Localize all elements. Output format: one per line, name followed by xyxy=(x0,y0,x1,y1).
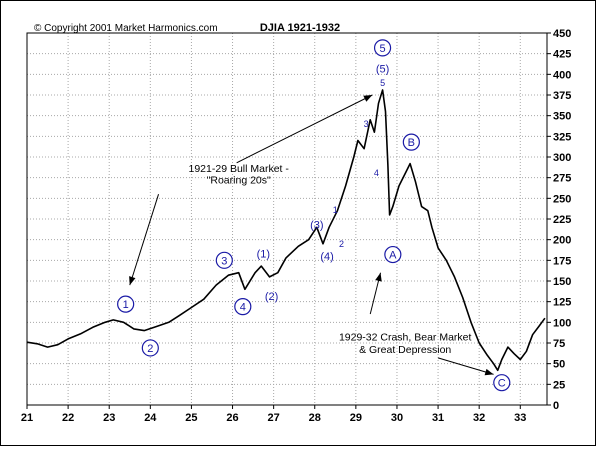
annotation-text: "Roaring 20s" xyxy=(207,174,271,186)
y-tick-label: 400 xyxy=(553,69,571,81)
wave-label: (1) xyxy=(257,249,270,261)
y-tick-label: 350 xyxy=(553,111,571,123)
x-axis-ticks: 21 22 23 24 25 26 27 28 29 30 31 32 33 xyxy=(21,405,526,424)
copyright-text: © Copyright 2001 Market Harmonics.com xyxy=(34,23,218,34)
wave-label: 1 xyxy=(123,299,129,311)
y-axis-ticks: 0 25 50 75 100 125 150 175 200 225 250 275 300 325 350… xyxy=(547,28,571,412)
annotation-arrows xyxy=(129,94,494,376)
chart-title: DJIA 1921-1932 xyxy=(260,22,340,34)
annotation-text: 1921-29 Bull Market - xyxy=(189,163,290,175)
annotation-arrow-head xyxy=(363,95,373,102)
wave-label: 3 xyxy=(364,119,369,129)
annotation-text: & Great Depression xyxy=(359,344,451,356)
wave-label: 5 xyxy=(380,43,386,55)
x-tick-label: 33 xyxy=(514,412,526,424)
annotation-arrow-line xyxy=(236,94,373,164)
x-tick-label: 31 xyxy=(432,412,444,424)
wave-label-circle xyxy=(384,245,402,264)
y-tick-label: 225 xyxy=(553,214,571,226)
wave-labels: 1 2 3 4 5 A B C (1) (2) (3) (4) (5) 1 2 3 4 5 xyxy=(117,39,511,392)
x-tick-label: 27 xyxy=(268,412,280,424)
annotation-arrow-head xyxy=(129,276,136,286)
annotation-arrow-line xyxy=(437,357,494,375)
y-tick-label: 375 xyxy=(553,90,571,102)
annotation-arrow-line xyxy=(129,194,160,286)
y-tick-label: 75 xyxy=(553,338,565,350)
x-tick-label: 25 xyxy=(185,412,197,424)
x-tick-label: 28 xyxy=(309,412,321,424)
annotations: 1921-29 Bull Market -"Roaring 20s" 1929-3… xyxy=(189,163,472,356)
wave-label: (3) xyxy=(310,220,323,232)
y-tick-label: 125 xyxy=(553,297,571,309)
wave-label-circle xyxy=(493,374,511,392)
wave-label-circle xyxy=(141,339,159,357)
x-tick-label: 23 xyxy=(103,412,115,424)
y-tick-label: 150 xyxy=(553,276,571,288)
x-tick-label: 21 xyxy=(21,412,33,424)
x-tick-label: 22 xyxy=(62,412,74,424)
wave-label: 1 xyxy=(333,205,338,215)
wave-label: 2 xyxy=(147,343,153,355)
x-tick-label: 32 xyxy=(473,412,485,424)
series-layer xyxy=(26,89,546,372)
wave-label-circle xyxy=(402,133,420,151)
y-tick-label: 450 xyxy=(553,28,571,40)
wave-label: (2) xyxy=(265,291,278,303)
djia-price-line xyxy=(26,89,546,372)
wave-label: 2 xyxy=(339,239,344,249)
wave-label: (5) xyxy=(376,64,389,76)
y-tick-label: 100 xyxy=(553,317,571,329)
y-tick-label: 175 xyxy=(553,255,571,267)
wave-label: A xyxy=(389,250,397,262)
y-tick-label: 250 xyxy=(553,193,571,205)
wave-label: 5 xyxy=(380,78,385,88)
wave-label-circle xyxy=(234,298,252,316)
y-tick-label: 275 xyxy=(553,173,571,185)
x-tick-label: 24 xyxy=(144,412,157,424)
wave-label: (4) xyxy=(320,251,333,263)
wave-label: B xyxy=(408,137,415,149)
y-tick-label: 325 xyxy=(553,131,571,143)
wave-label-circle xyxy=(215,251,233,269)
annotation-arrow-head xyxy=(375,272,382,282)
wave-label: 4 xyxy=(240,302,246,314)
y-tick-label: 0 xyxy=(553,400,559,412)
wave-label-circle xyxy=(117,295,135,313)
y-tick-label: 25 xyxy=(553,379,565,391)
wave-label-circle xyxy=(373,39,392,57)
y-tick-label: 200 xyxy=(553,235,571,247)
wave-label: 3 xyxy=(221,255,227,267)
wave-label: 4 xyxy=(374,168,379,178)
annotation-arrow-head xyxy=(484,368,494,376)
x-tick-label: 29 xyxy=(350,412,362,424)
x-tick-label: 26 xyxy=(226,412,238,424)
y-tick-label: 300 xyxy=(553,152,571,164)
wave-label: C xyxy=(498,378,506,390)
x-tick-label: 30 xyxy=(391,412,403,424)
y-tick-label: 425 xyxy=(553,49,571,61)
annotation-text: 1929-32 Crash, Bear Market xyxy=(339,332,472,344)
y-tick-label: 50 xyxy=(553,359,565,371)
